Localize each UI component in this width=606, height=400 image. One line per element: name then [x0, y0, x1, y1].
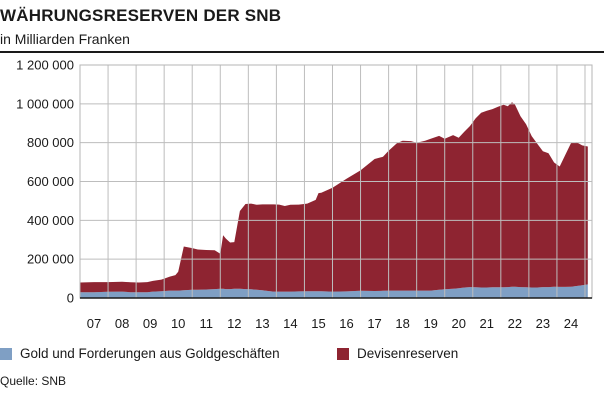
y-axis-labels: 0 200 000 400 000 600 000 800 000 1 000 000 1 …: [16, 60, 74, 306]
y-tick-label: 200 000: [27, 252, 74, 267]
x-axis-labels: 07 08 09 10 11 12 13 14 15 16 17 18 19 20 21 22 23 24: [87, 316, 578, 331]
x-tick-label: 19: [423, 316, 437, 331]
chart-title: WÄHRUNGSRESERVEN DER SNB: [0, 6, 282, 25]
chart-subtitle: in Milliarden Franken: [0, 31, 130, 47]
x-tick-label: 14: [283, 316, 297, 331]
x-tick-label: 23: [536, 316, 550, 331]
gridlines: [80, 64, 592, 298]
x-tick-label: 07: [87, 316, 101, 331]
x-tick-label: 12: [227, 316, 241, 331]
area-series-devisen: [80, 102, 588, 293]
legend-label-gold: Gold und Forderungen aus Goldgeschäften: [20, 346, 280, 361]
x-tick-label: 18: [395, 316, 409, 331]
legend-item-gold: Gold und Forderungen aus Goldgeschäften: [0, 346, 280, 361]
x-tick-label: 08: [115, 316, 129, 331]
legend: Gold und Forderungen aus Goldgeschäften …: [0, 346, 606, 366]
legend-label-devisen: Devisenreserven: [357, 346, 459, 361]
x-tick-label: 22: [508, 316, 522, 331]
data-areas: [80, 102, 588, 298]
legend-swatch-gold: [0, 347, 12, 360]
y-tick-label: 1 200 000: [16, 60, 74, 73]
x-tick-label: 11: [199, 316, 213, 331]
x-tick-label: 24: [564, 316, 578, 331]
x-tick-label: 15: [311, 316, 325, 331]
x-tick-label: 13: [255, 316, 269, 331]
y-tick-label: 1 000 000: [16, 96, 74, 111]
x-tick-label: 21: [480, 316, 494, 331]
legend-item-devisen: Devisenreserven: [337, 346, 458, 361]
x-tick-label: 10: [171, 316, 185, 331]
y-tick-label: 600 000: [27, 174, 74, 189]
y-tick-label: 0: [67, 291, 74, 306]
title-rule: [0, 51, 604, 53]
legend-swatch-devisen: [337, 347, 349, 360]
x-tick-label: 17: [367, 316, 381, 331]
x-tick-label: 16: [339, 316, 353, 331]
x-tick-label: 09: [143, 316, 157, 331]
y-tick-label: 400 000: [27, 213, 74, 228]
area-chart: 0 200 000 400 000 600 000 800 000 1 000 000 1 …: [16, 60, 593, 331]
x-tick-label: 20: [452, 316, 466, 331]
source-note: Quelle: SNB: [0, 374, 67, 388]
area-series-gold: [80, 284, 588, 298]
y-tick-label: 800 000: [27, 135, 74, 150]
